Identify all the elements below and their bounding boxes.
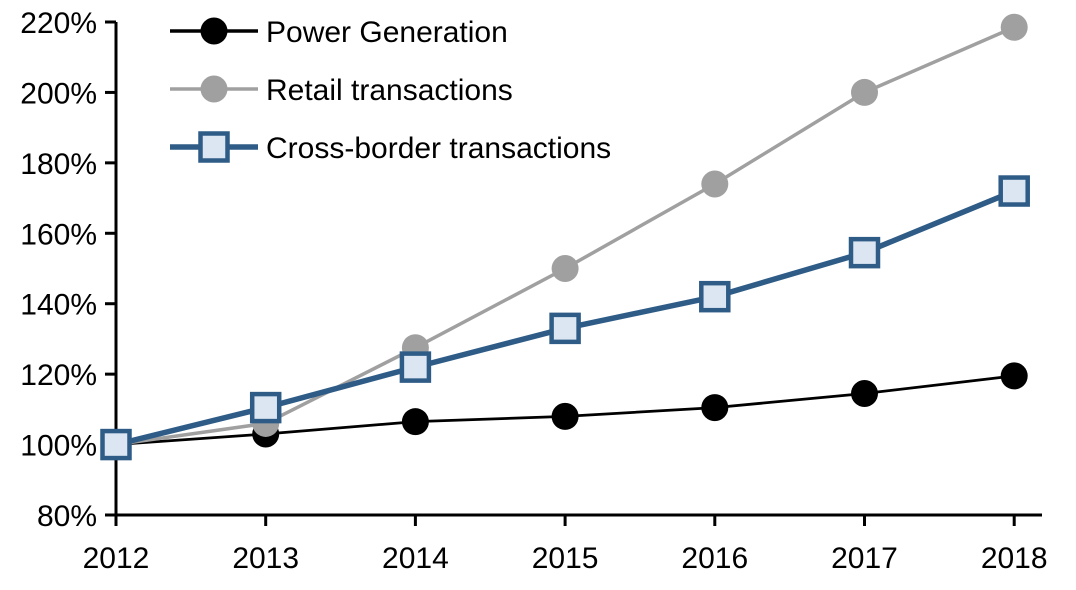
- series-cross-border-transactions-marker-2018: [998, 175, 1030, 207]
- y-axis-label-80: 80%: [37, 500, 97, 533]
- legend-marker-retail-transactions: [200, 75, 228, 103]
- legend-marker-power-generation: [200, 17, 228, 45]
- series-retail-transactions-marker-2018: [1000, 13, 1028, 41]
- series-power-generation-marker-2017: [851, 380, 878, 408]
- series-power-generation-marker-2015: [551, 402, 579, 430]
- y-axis-label-120: 120%: [20, 359, 97, 392]
- series-cross-border-transactions-marker-2016: [699, 280, 731, 313]
- series-cross-border-transactions-marker-2015: [549, 312, 581, 345]
- x-axis-label-2018: 2018: [981, 542, 1048, 575]
- y-axis-label-100: 100%: [20, 430, 97, 463]
- series-power-generation-marker-2018: [1000, 362, 1028, 390]
- series-power-generation-marker-2014: [401, 408, 429, 436]
- series-power-generation-marker-2016: [701, 394, 729, 422]
- legend-label-retail-transactions: Retail transactions: [266, 74, 513, 107]
- y-axis-label-180: 180%: [20, 148, 97, 181]
- x-axis-label-2014: 2014: [382, 542, 449, 575]
- series-cross-border-transactions-marker-2013: [249, 391, 282, 424]
- legend-label-power-generation: Power Generation: [266, 16, 508, 49]
- x-axis-label-2012: 2012: [83, 542, 150, 575]
- x-axis-label-2013: 2013: [232, 542, 299, 575]
- series-cross-border-transactions-marker-2014: [399, 351, 432, 383]
- x-axis-label-2015: 2015: [532, 542, 599, 575]
- series-cross-border-transactions-marker-2012: [100, 428, 132, 461]
- series-retail-transactions-marker-2016: [701, 170, 729, 198]
- y-axis-label-140: 140%: [20, 289, 97, 322]
- x-axis-label-2016: 2016: [681, 542, 748, 575]
- series-retail-transactions-marker-2017: [851, 78, 878, 106]
- legend-marker-cross-border-transactions: [198, 131, 230, 163]
- y-axis-label-220: 220%: [20, 7, 97, 40]
- x-axis-label-2017: 2017: [831, 542, 898, 575]
- y-axis-label-160: 160%: [20, 218, 97, 251]
- y-axis-label-200: 200%: [20, 77, 97, 110]
- legend-label-cross-border-transactions: Cross-border transactions: [266, 132, 611, 165]
- series-cross-border-transactions-marker-2017: [848, 236, 881, 269]
- series-retail-transactions-marker-2015: [551, 255, 579, 282]
